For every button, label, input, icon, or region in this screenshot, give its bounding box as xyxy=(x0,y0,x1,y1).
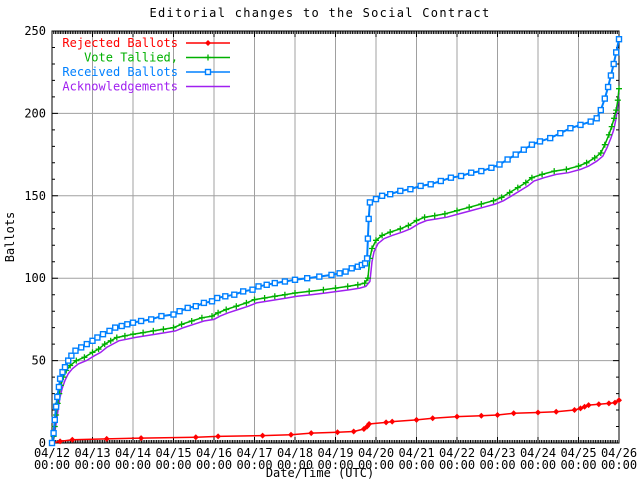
svg-text:00:00: 00:00 xyxy=(155,458,191,472)
svg-text:00:00: 00:00 xyxy=(317,458,353,472)
series-rejected-ballots xyxy=(49,397,622,446)
gridlines xyxy=(52,31,619,443)
y-tick-labels: 0 50 100 150 200 250 xyxy=(24,24,46,450)
svg-text:00:00: 00:00 xyxy=(479,458,515,472)
plot-border xyxy=(51,30,620,444)
svg-text:04/15: 04/15 xyxy=(155,446,191,460)
series-received-ballots xyxy=(48,36,623,447)
legend-item-acknowledgements: Acknowledgements xyxy=(62,80,230,94)
svg-text:Acknowledgements: Acknowledgements xyxy=(62,80,178,94)
svg-text:00:00: 00:00 xyxy=(560,458,596,472)
svg-text:00:00: 00:00 xyxy=(115,458,151,472)
svg-text:04/16: 04/16 xyxy=(196,446,232,460)
svg-text:04/23: 04/23 xyxy=(479,446,515,460)
svg-text:Vote Tallied,: Vote Tallied, xyxy=(84,51,178,65)
svg-text:100: 100 xyxy=(24,271,46,285)
svg-text:04/24: 04/24 xyxy=(520,446,556,460)
svg-text:250: 250 xyxy=(24,24,46,38)
svg-text:00:00: 00:00 xyxy=(236,458,272,472)
series-acknowledgements xyxy=(51,93,620,444)
svg-text:04/18: 04/18 xyxy=(277,446,313,460)
legend-item-received-ballots: Received Ballots xyxy=(62,65,230,79)
svg-text:04/25: 04/25 xyxy=(560,446,596,460)
svg-text:04/19: 04/19 xyxy=(317,446,353,460)
svg-text:150: 150 xyxy=(24,189,46,203)
svg-text:00:00: 00:00 xyxy=(196,458,232,472)
svg-text:50: 50 xyxy=(32,354,46,368)
svg-text:00:00: 00:00 xyxy=(358,458,394,472)
legend-item-rejected-ballots: Rejected Ballots xyxy=(62,36,230,50)
svg-text:Received Ballots: Received Ballots xyxy=(62,65,178,79)
legend-item-vote-tallied: Vote Tallied, xyxy=(84,51,230,65)
svg-text:00:00: 00:00 xyxy=(34,458,70,472)
svg-text:04/21: 04/21 xyxy=(398,446,434,460)
svg-text:04/12: 04/12 xyxy=(34,446,70,460)
svg-text:200: 200 xyxy=(24,106,46,120)
x-axis-label: Date/Time (UTC) xyxy=(265,466,375,480)
svg-text:00:00: 00:00 xyxy=(601,458,637,472)
svg-text:04/13: 04/13 xyxy=(74,446,110,460)
x-tick-labels: 04/1200:0004/1300:0004/1400:0004/1500:00… xyxy=(34,446,637,472)
svg-text:00:00: 00:00 xyxy=(74,458,110,472)
svg-text:00:00: 00:00 xyxy=(439,458,475,472)
svg-text:0: 0 xyxy=(39,436,46,450)
svg-text:04/14: 04/14 xyxy=(115,446,151,460)
svg-text:Rejected Ballots: Rejected Ballots xyxy=(62,36,178,50)
svg-text:04/20: 04/20 xyxy=(358,446,394,460)
chart-title: Editorial changes to the Social Contract xyxy=(149,6,491,20)
svg-text:00:00: 00:00 xyxy=(520,458,556,472)
svg-text:04/22: 04/22 xyxy=(439,446,475,460)
svg-text:00:00: 00:00 xyxy=(277,458,313,472)
svg-text:04/26: 04/26 xyxy=(601,446,637,460)
svg-text:00:00: 00:00 xyxy=(398,458,434,472)
svg-text:04/17: 04/17 xyxy=(236,446,272,460)
